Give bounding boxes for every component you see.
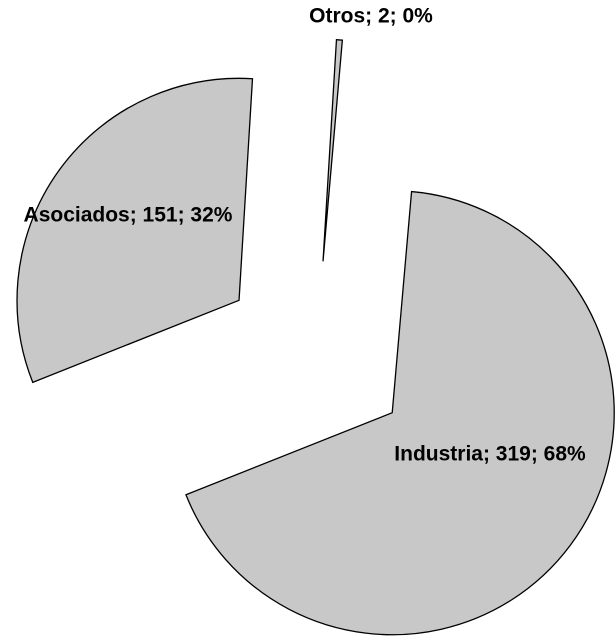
pie-slice (16, 77, 254, 384)
pie-slice (185, 190, 615, 636)
pie-slice (322, 38, 344, 262)
data-label: Asociados; 151; 32% (24, 204, 233, 227)
data-label: Industria; 319; 68% (394, 443, 586, 466)
data-label: Otros; 2; 0% (309, 5, 433, 28)
